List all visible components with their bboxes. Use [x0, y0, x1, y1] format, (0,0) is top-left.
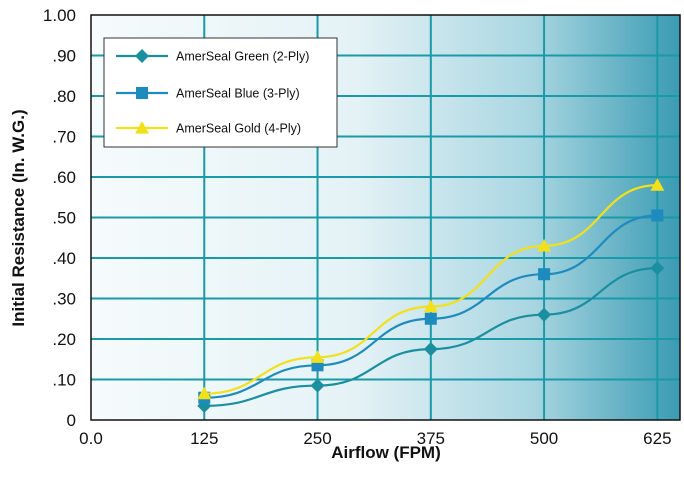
x-tick-label: 375: [417, 429, 445, 448]
series-layer: [197, 178, 665, 413]
data-point-diamond: [310, 378, 325, 393]
data-point-triangle: [650, 178, 665, 191]
y-tick-label: .30: [52, 290, 76, 309]
x-tick-label: 625: [643, 429, 671, 448]
y-tick-label: .80: [52, 87, 76, 106]
grid: [91, 15, 680, 420]
data-point-triangle: [423, 299, 438, 313]
y-tick-label: .20: [52, 330, 76, 349]
x-axis-title: Airflow (FPM): [331, 443, 441, 462]
data-point-diamond: [423, 342, 438, 357]
data-point-square: [651, 209, 664, 222]
data-point-square: [424, 312, 437, 325]
x-tick-label: 125: [190, 429, 218, 448]
data-point-triangle: [197, 386, 212, 400]
legend-label: AmerSeal Green (2-Ply): [176, 50, 309, 64]
x-tick-labels: 0.0 125 250 375 500 625: [79, 429, 671, 448]
legend-marker-diamond: [135, 49, 149, 63]
y-tick-labels: 0 .10 .20 .30 .40 .50 .60 .70 .80 .90 1.00: [43, 6, 76, 430]
x-tick-label: 500: [530, 429, 558, 448]
y-tick-label: 1.00: [43, 6, 76, 25]
y-tick-label: .90: [52, 47, 76, 66]
y-axis-title: Initial Resistance (In. W.G.): [9, 109, 28, 326]
y-tick-label: .10: [52, 371, 76, 390]
y-tick-label: .70: [52, 128, 76, 147]
y-tick-label: 0: [67, 411, 76, 430]
x-tick-label: 0.0: [79, 429, 103, 448]
y-tick-label: .60: [52, 168, 76, 187]
y-tick-label: .40: [52, 249, 76, 268]
data-point-diamond: [537, 307, 552, 322]
legend-label: AmerSeal Gold (4-Ply): [176, 122, 301, 136]
data-point-triangle: [537, 238, 552, 252]
y-tick-label: .50: [52, 209, 76, 228]
legend-marker-square: [136, 87, 148, 99]
data-point-triangle: [310, 350, 325, 363]
legend-label: AmerSeal Blue (3-Ply): [176, 87, 300, 101]
data-point-square: [538, 268, 551, 281]
legend: AmerSeal Green (2-Ply) AmerSeal Blue (3-P…: [103, 37, 338, 148]
legend-marker-triangle: [135, 121, 149, 134]
x-tick-label: 250: [303, 429, 331, 448]
plot-border: [90, 14, 681, 421]
data-point-diamond: [650, 261, 665, 276]
